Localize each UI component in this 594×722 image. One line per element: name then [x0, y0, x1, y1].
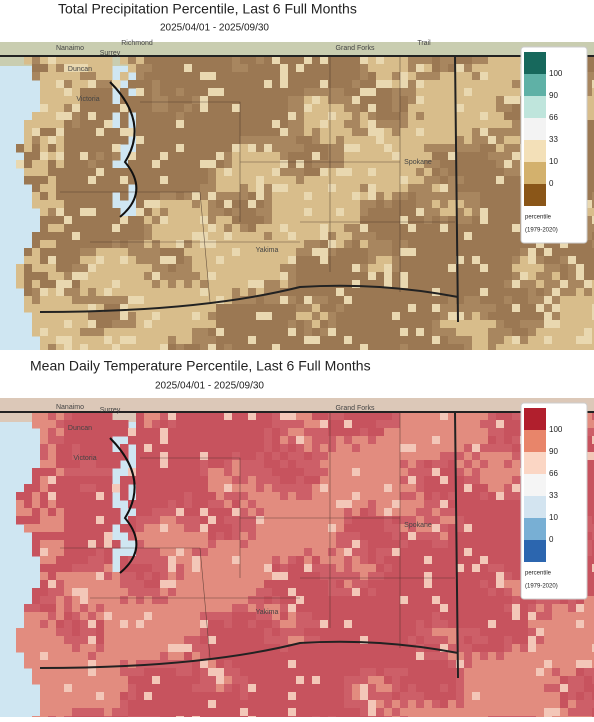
legend-unit: percentile: [525, 571, 552, 577]
legend-tick: 66: [549, 469, 558, 478]
legend-tick: 100: [549, 69, 563, 78]
legend-period: (1979-2020): [525, 228, 558, 234]
legend-swatch: [524, 52, 546, 74]
legend-swatch: [524, 518, 546, 540]
legend-swatch: [524, 430, 546, 452]
legend-period: (1979-2020): [525, 584, 558, 590]
legend-tick: 0: [549, 179, 554, 188]
place-label: Victoria: [73, 455, 96, 462]
place-label: Duncan: [68, 425, 92, 432]
date-range: 2025/04/01 - 2025/09/30: [155, 381, 264, 392]
legend-tick: 33: [549, 135, 558, 144]
place-label: Spokane: [404, 522, 432, 529]
date-range: 2025/04/01 - 2025/09/30: [160, 23, 269, 34]
place-label: Nanaimo: [56, 45, 84, 52]
place-label: Surrey: [100, 407, 121, 414]
legend-tick: 10: [549, 513, 558, 522]
legend-tick: 90: [549, 447, 558, 456]
legend-swatch: [524, 140, 546, 162]
place-label: Surrey: [100, 50, 121, 57]
legend-swatch: [524, 452, 546, 474]
legend-unit: percentile: [525, 215, 552, 221]
panel-title: Mean Daily Temperature Percentile, Last …: [30, 358, 371, 374]
legend-tick: 100: [549, 425, 563, 434]
place-label: Richmond: [121, 40, 153, 47]
panel-title: Total Precipitation Percentile, Last 6 F…: [58, 1, 357, 17]
map-panel: Mean Daily Temperature Percentile, Last …: [0, 358, 594, 717]
legend-swatch: [524, 408, 546, 430]
place-label: Duncan: [68, 66, 92, 73]
legend-swatch: [524, 496, 546, 518]
legend-swatch: [524, 118, 546, 140]
map-panel: Total Precipitation Percentile, Last 6 F…: [0, 1, 594, 353]
place-label: Victoria: [76, 96, 99, 103]
legend-swatch: [524, 96, 546, 118]
legend-swatch: [524, 74, 546, 96]
map: [0, 42, 594, 353]
place-label: Spokane: [404, 159, 432, 166]
legend-tick: 66: [549, 113, 558, 122]
place-label: Trail: [417, 40, 431, 47]
legend-swatch: [524, 184, 546, 206]
legend-tick: 10: [549, 157, 558, 166]
place-label: Nanaimo: [56, 404, 84, 411]
place-label: Grand Forks: [336, 45, 375, 52]
map: [0, 398, 594, 717]
place-label: Yakima: [256, 247, 279, 254]
legend-tick: 0: [549, 535, 554, 544]
legend-tick: 90: [549, 91, 558, 100]
place-label: Yakima: [256, 609, 279, 616]
legend-swatch: [524, 540, 546, 562]
legend-swatch: [524, 162, 546, 184]
legend-swatch: [524, 474, 546, 496]
legend-tick: 33: [549, 491, 558, 500]
place-label: Grand Forks: [336, 405, 375, 412]
